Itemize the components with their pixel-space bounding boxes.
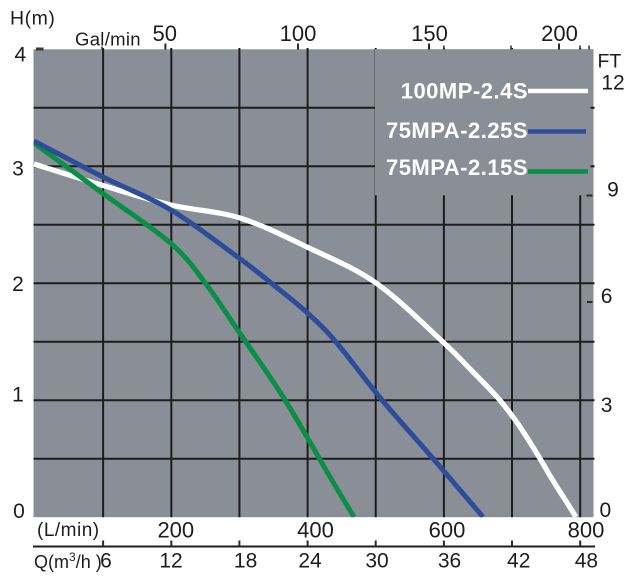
svg-text:3: 3 <box>12 158 24 181</box>
svg-text:FT: FT <box>598 51 622 73</box>
svg-text:Gal/min: Gal/min <box>75 28 141 49</box>
svg-text:150: 150 <box>411 21 448 46</box>
svg-text:4: 4 <box>14 44 26 67</box>
svg-text:200: 200 <box>541 21 578 46</box>
svg-text:6: 6 <box>100 550 112 573</box>
svg-text:6: 6 <box>601 285 613 308</box>
svg-text:9: 9 <box>607 179 619 202</box>
svg-text:12: 12 <box>159 550 182 573</box>
svg-text:75MPA-2.15S: 75MPA-2.15S <box>386 155 528 180</box>
svg-text:Q(m3/h ): Q(m3/h ) <box>34 550 102 572</box>
svg-text:36: 36 <box>438 550 461 573</box>
svg-text:400: 400 <box>297 518 334 543</box>
svg-text:1: 1 <box>12 384 24 407</box>
svg-text:0: 0 <box>599 499 611 522</box>
svg-text:0: 0 <box>13 500 25 523</box>
svg-text:50: 50 <box>153 21 177 46</box>
svg-text:42: 42 <box>507 550 530 573</box>
svg-text:(L/min): (L/min) <box>37 520 100 541</box>
svg-text:24: 24 <box>298 550 322 573</box>
svg-text:100MP-2.4S: 100MP-2.4S <box>401 79 528 104</box>
svg-text:200: 200 <box>157 518 194 543</box>
svg-text:48: 48 <box>575 550 598 573</box>
svg-text:12: 12 <box>601 72 624 95</box>
svg-text:600: 600 <box>429 518 466 543</box>
svg-text:800: 800 <box>568 518 605 543</box>
svg-text:3: 3 <box>601 394 613 417</box>
svg-text:30: 30 <box>365 550 388 573</box>
svg-text:100: 100 <box>280 21 317 46</box>
svg-text:2: 2 <box>12 273 24 296</box>
svg-text:H(m): H(m) <box>10 8 55 30</box>
svg-text:18: 18 <box>234 550 257 573</box>
svg-text:75MPA-2.25S: 75MPA-2.25S <box>386 118 528 143</box>
